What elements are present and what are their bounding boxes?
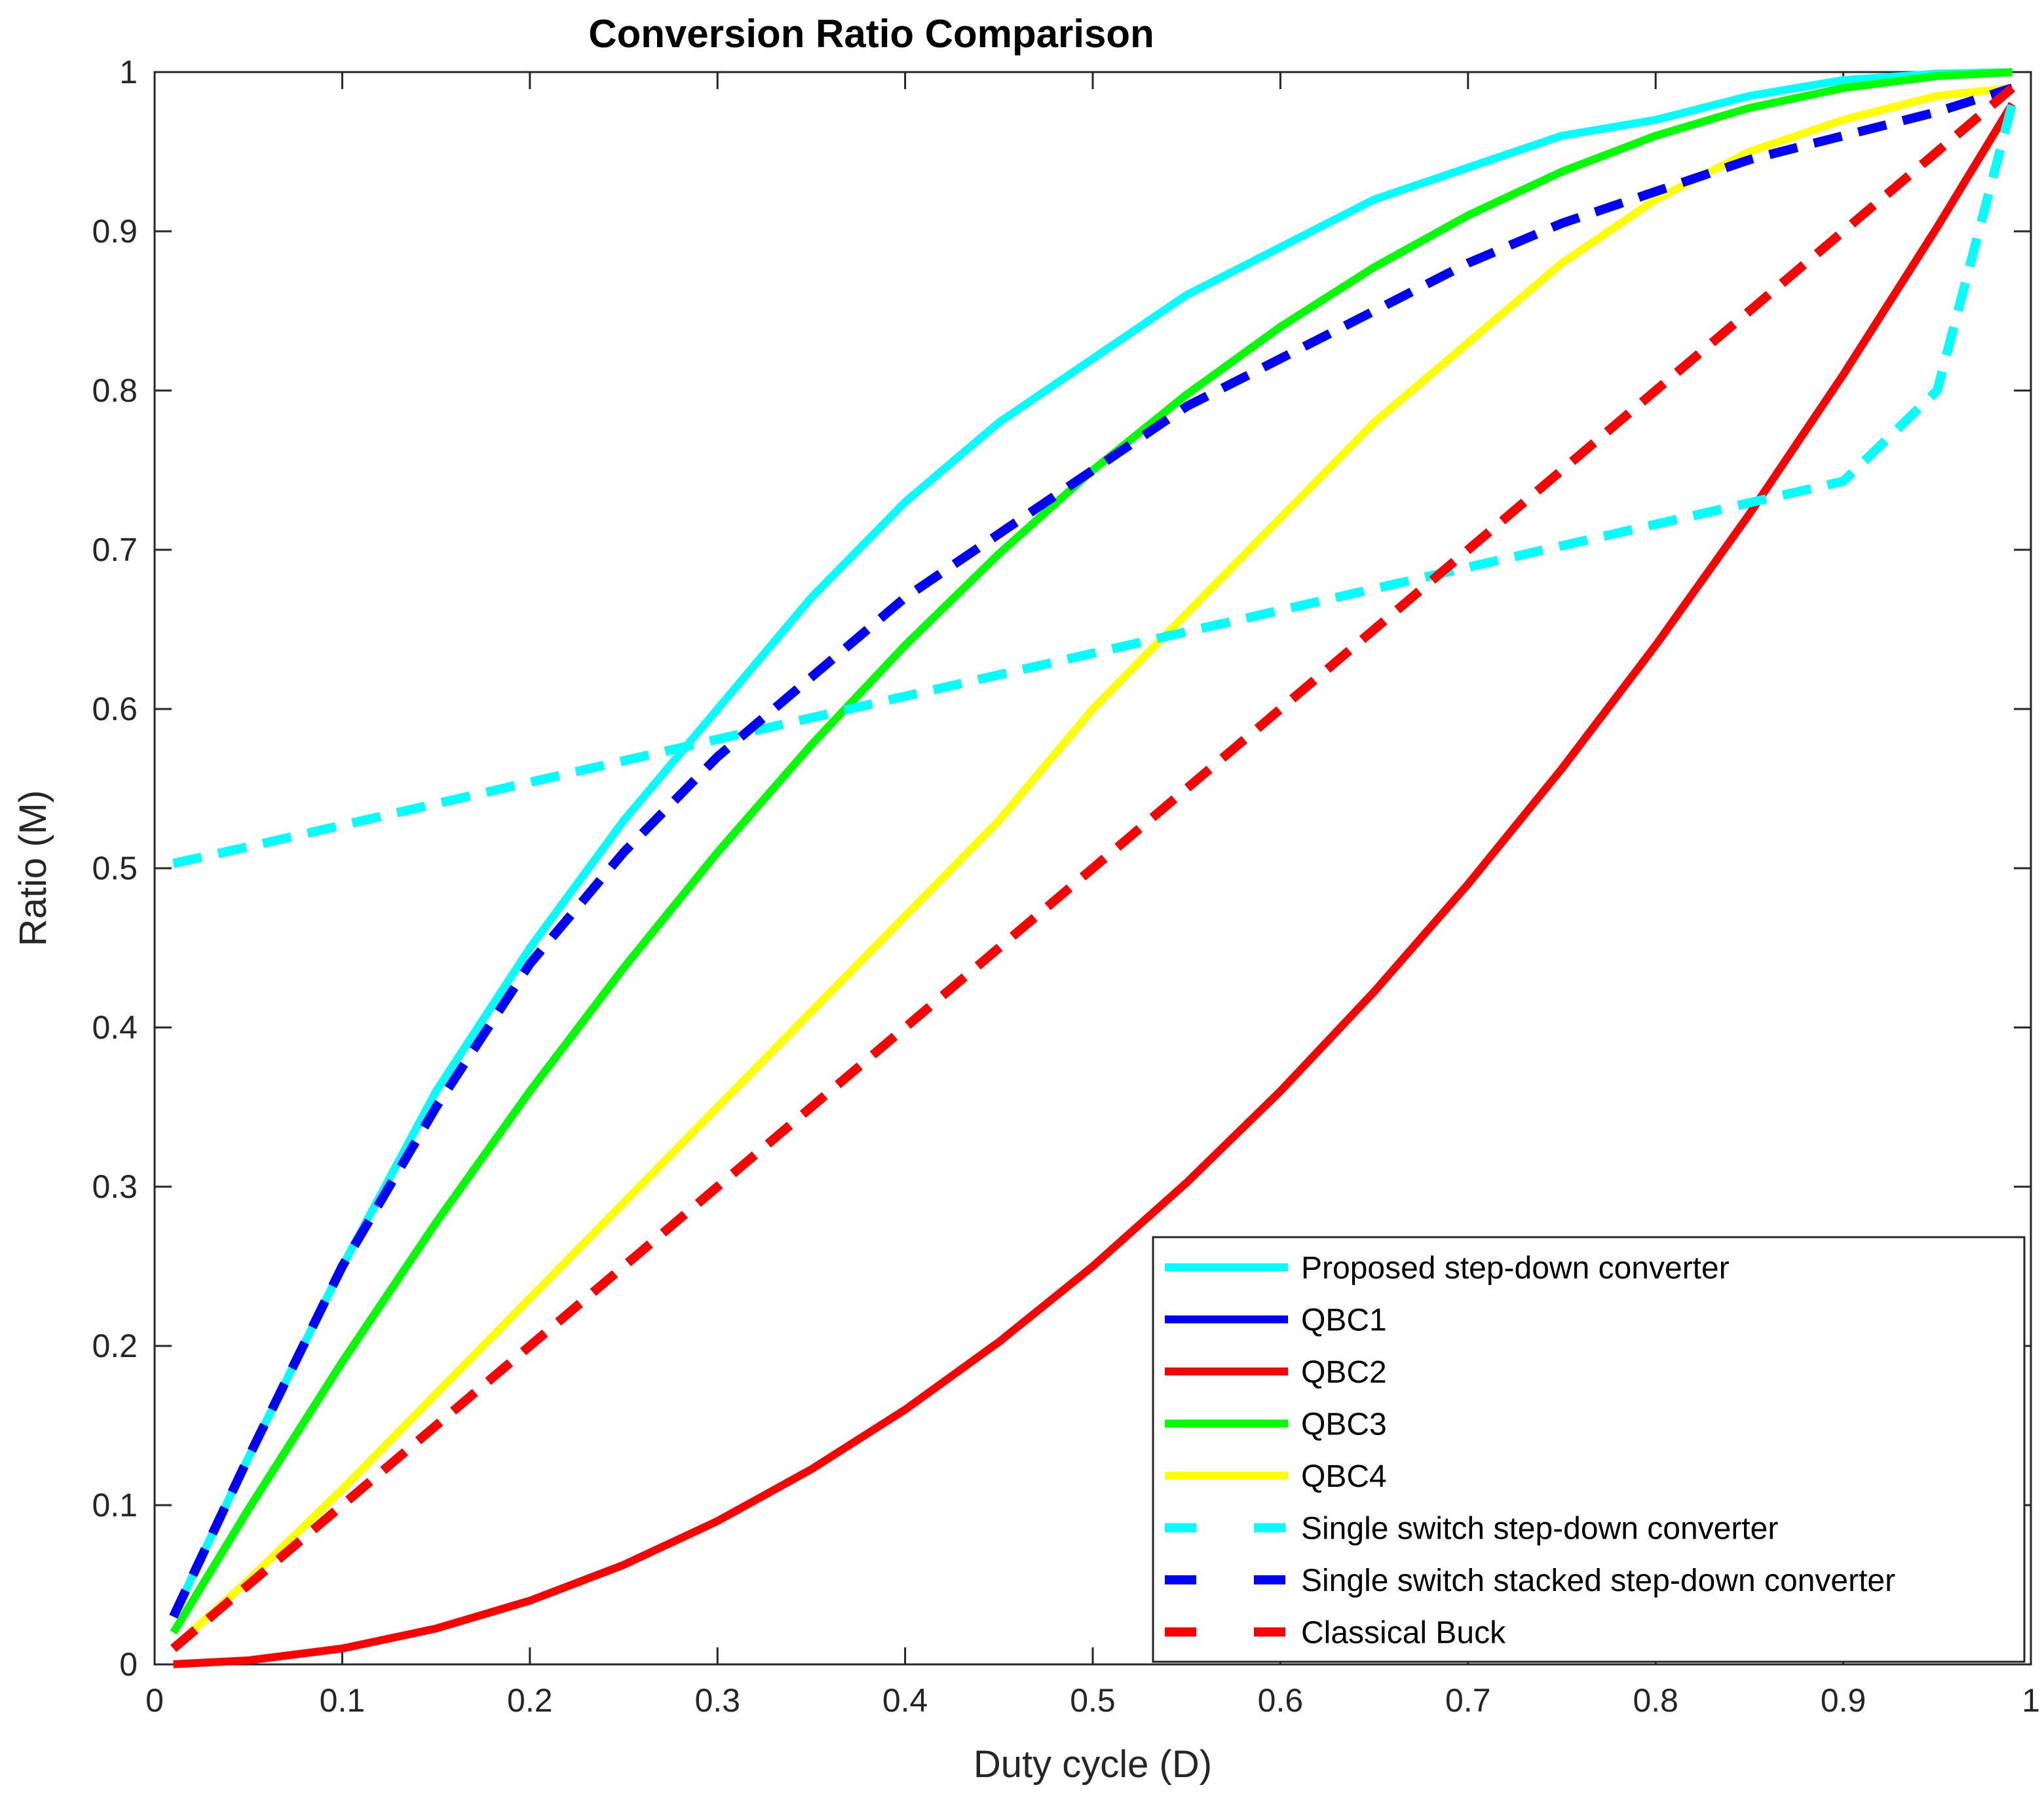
legend-label-4: QBC4	[1301, 1459, 1387, 1494]
y-tick-label: 0.1	[92, 1487, 138, 1524]
x-tick-label: 0.4	[882, 1682, 928, 1719]
series-line-3	[170, 68, 2013, 1635]
x-tick-label: 0.8	[1633, 1682, 1678, 1719]
legend-label-2: QBC2	[1301, 1355, 1387, 1390]
legend-box	[1152, 1236, 2026, 1663]
legend-label-5: Single switch step-down converter	[1301, 1512, 1778, 1546]
legend-label-0: Proposed step-down converter	[1301, 1251, 1730, 1286]
y-tick-label: 0.7	[92, 531, 138, 568]
chart-title: Conversion Ratio Comparison	[588, 12, 1154, 56]
y-tick-label: 0.3	[92, 1168, 138, 1205]
y-tick-label: 0	[119, 1646, 138, 1683]
y-tick-label: 0.5	[92, 850, 138, 887]
series-line-7	[170, 84, 2015, 1653]
series-line-5	[172, 102, 2017, 868]
y-tick-label: 0.2	[92, 1328, 138, 1364]
x-tick-label: 0.3	[694, 1682, 740, 1719]
x-tick-label: 0.1	[320, 1682, 366, 1719]
x-axis-label: Duty cycle (D)	[974, 1743, 1212, 1786]
series-layer	[169, 68, 2017, 1668]
legend: Proposed step-down converter QBC1 QBC2 QBC3…	[1152, 1236, 2026, 1663]
legend-label-6: Single switch stacked step-down converte…	[1301, 1563, 1895, 1598]
series-line-4	[170, 84, 2013, 1651]
x-tick-label: 1	[2022, 1682, 2040, 1719]
series-line-0	[170, 68, 2013, 1619]
y-tick-label: 0.8	[92, 372, 138, 409]
x-tick-label: 0.5	[1070, 1682, 1116, 1719]
x-tick-label: 0	[145, 1682, 164, 1719]
x-tick-label: 0.2	[507, 1682, 553, 1719]
y-tick-label: 0.9	[92, 213, 138, 250]
y-tick-label: 0.6	[92, 691, 138, 727]
legend-label-3: QBC3	[1301, 1408, 1387, 1442]
x-tick-label: 0.6	[1258, 1682, 1304, 1719]
x-tick-label: 0.9	[1821, 1682, 1866, 1719]
y-tick-label: 0.4	[92, 1009, 138, 1046]
x-tick-label: 0.7	[1445, 1682, 1491, 1719]
y-tick-label: 1	[119, 54, 138, 90]
y-axis-label: Ratio (M)	[12, 790, 54, 946]
legend-label-7: Classical Buck	[1301, 1616, 1506, 1651]
series-line-2	[173, 102, 2016, 1668]
axis-ticks: 0 0.1 0.2 0.3 0.4 0.5 0.6 0.7 0.8 0.9 1 0 0.1 0.2 0.3 0…	[92, 54, 2039, 1719]
legend-label-1: QBC1	[1301, 1303, 1387, 1338]
